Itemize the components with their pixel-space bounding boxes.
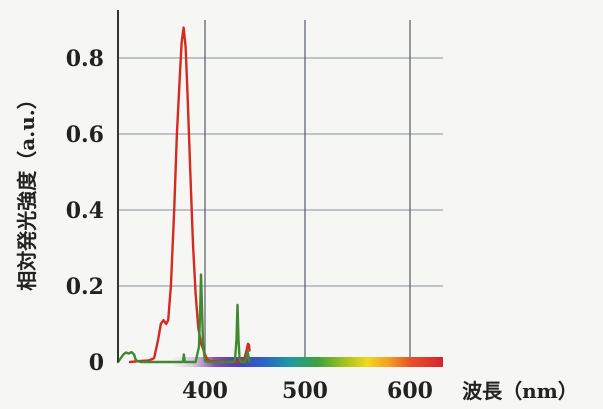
y-tick-label: 0: [89, 350, 104, 376]
y-tick-label: 0.4: [66, 198, 104, 224]
series-line-2: [116, 273, 251, 364]
x-tick-label: 400: [182, 378, 228, 404]
x-tick-labels: 400 500 600: [182, 378, 433, 404]
y-tick-label: 0.6: [66, 122, 104, 148]
series-layer: [116, 26, 251, 364]
series-line-1: [128, 26, 251, 364]
grid: [118, 20, 443, 362]
visible-spectrum-bar: [171, 357, 444, 367]
x-tick-label: 500: [282, 378, 328, 404]
y-tick-label: 0.2: [66, 274, 104, 300]
y-tick-labels: 0 0.2 0.4 0.6 0.8: [66, 46, 104, 376]
y-axis-label: 相対発光強度（a.u.）: [15, 89, 39, 290]
x-axis-label: 波長（nm）: [462, 379, 578, 403]
x-tick-label: 600: [387, 378, 433, 404]
y-tick-label: 0.8: [66, 46, 104, 72]
